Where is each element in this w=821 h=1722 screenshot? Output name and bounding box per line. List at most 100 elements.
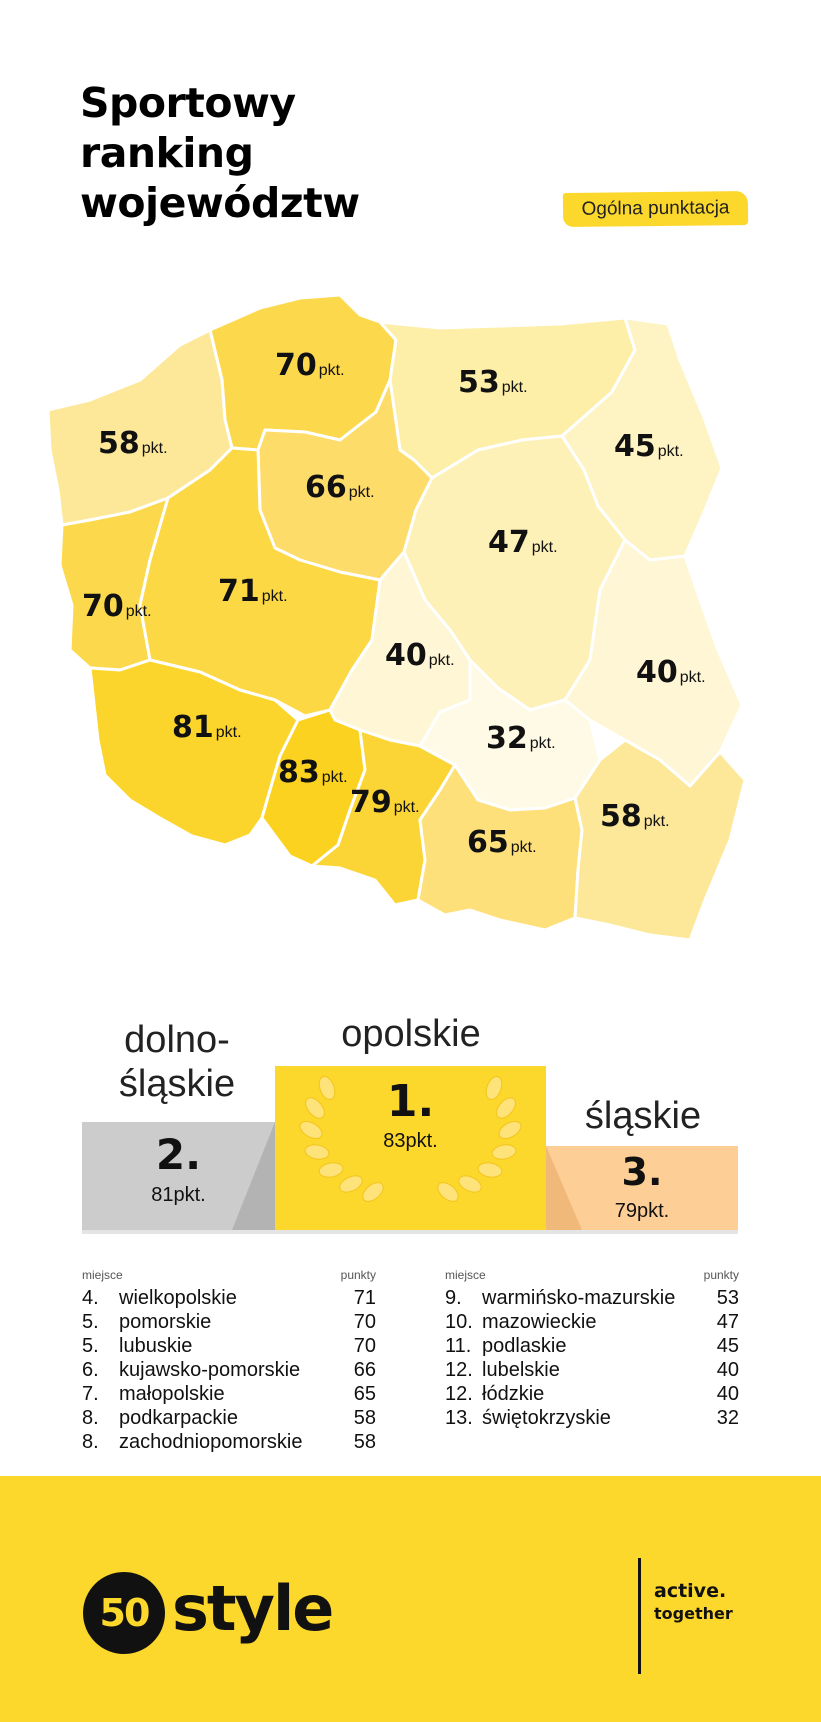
podium-first-name: opolskie	[341, 1013, 481, 1055]
map-label-points: 83	[278, 755, 320, 790]
list-item-points: 58	[353, 1431, 376, 1453]
map-label-unit: pkt.	[502, 379, 528, 396]
list-item-name: lubelskie	[482, 1359, 560, 1381]
list-item: 5. lubuskie 70	[82, 1334, 376, 1358]
podium-third-shadow	[546, 1146, 582, 1230]
map-label-points: 40	[636, 655, 678, 690]
list-item-name: zachodniopomorskie	[119, 1431, 303, 1453]
list-item: 12. łódzkie 40	[445, 1382, 739, 1406]
map-label-points: 45	[614, 429, 656, 464]
list-item-place: 6.	[82, 1359, 99, 1381]
map-label-slaskie: 79 pkt.	[350, 785, 420, 820]
list-item-points: 47	[716, 1311, 739, 1333]
map-label-lubelskie: 40 pkt.	[636, 655, 706, 690]
list-item-points: 65	[353, 1383, 376, 1405]
list-item: 4. wielkopolskie 71	[82, 1286, 376, 1310]
list-item-place: 9.	[445, 1287, 462, 1309]
list-item-name: warmińsko-mazurskie	[482, 1287, 676, 1309]
col-place-label: miejsce	[82, 1268, 123, 1282]
map-label-unit: pkt.	[532, 539, 558, 556]
col-points-label: punkty	[703, 1268, 739, 1282]
ranking-list-header: miejsce punkty	[445, 1268, 739, 1286]
list-item-points: 32	[716, 1407, 739, 1429]
map-label-unit: pkt.	[644, 813, 670, 830]
map-label-points: 71	[218, 574, 260, 609]
list-item-place: 12.	[445, 1359, 473, 1381]
list-item-place: 8.	[82, 1407, 99, 1429]
list-item-points: 45	[716, 1335, 739, 1357]
list-item-name: świętokrzyskie	[482, 1407, 611, 1429]
list-item-place: 5.	[82, 1311, 99, 1333]
map-label-pomorskie: 70 pkt.	[275, 348, 345, 383]
list-item-name: małopolskie	[119, 1383, 225, 1405]
podium-third-rank: 3.	[621, 1150, 663, 1194]
map-label-unit: pkt.	[658, 443, 684, 460]
title-line-1: Sportowy	[80, 79, 296, 127]
map-label-wielkopolskie: 71 pkt.	[218, 574, 288, 609]
list-item-points: 40	[716, 1383, 739, 1405]
list-item-name: podkarpackie	[119, 1407, 238, 1429]
ranking-list-header: miejsce punkty	[82, 1268, 376, 1286]
podium-second-name: dolno- śląskie	[118, 1019, 236, 1105]
map-label-unit: pkt.	[429, 652, 455, 669]
list-item-points: 70	[353, 1335, 376, 1357]
podium-third-block: 3. 79pkt.	[546, 1146, 738, 1230]
list-item-name: lubuskie	[119, 1335, 193, 1357]
map-label-points: 70	[82, 589, 124, 624]
map-label-swietokrzyskie: 32 pkt.	[486, 721, 556, 756]
laurel-wreath-icon	[299, 1075, 522, 1202]
col-place-label: miejsce	[445, 1268, 486, 1282]
map-label-unit: pkt.	[319, 362, 345, 379]
footer-banner: 50 style active. together	[0, 1476, 821, 1722]
map-label-points: 40	[385, 638, 427, 673]
list-item-points: 71	[353, 1287, 376, 1309]
list-item-place: 10.	[445, 1311, 473, 1333]
logo-50-icon: 50	[83, 1572, 165, 1654]
title-line-2: ranking	[80, 129, 254, 177]
list-item: 5. pomorskie 70	[82, 1310, 376, 1334]
map-label-points: 58	[600, 799, 642, 834]
map-label-points: 53	[458, 365, 500, 400]
list-item-place: 12.	[445, 1383, 473, 1405]
tagline-together: together	[654, 1604, 733, 1623]
map-label-points: 70	[275, 348, 317, 383]
list-item-place: 5.	[82, 1335, 99, 1357]
list-item-place: 11.	[445, 1335, 472, 1357]
podium-second-shadow	[232, 1122, 275, 1230]
list-item-name: kujawsko-pomorskie	[119, 1359, 301, 1381]
map-label-unit: pkt.	[349, 484, 375, 501]
map-label-opolskie: 83 pkt.	[278, 755, 348, 790]
list-item-points: 58	[353, 1407, 376, 1429]
list-item-place: 7.	[82, 1383, 99, 1405]
map-label-unit: pkt.	[530, 735, 556, 752]
map-label-points: 58	[98, 426, 140, 461]
map-label-unit: pkt.	[142, 440, 168, 457]
map-label-dolnoslaskie: 81 pkt.	[172, 710, 242, 745]
list-item-name: wielkopolskie	[119, 1287, 237, 1309]
list-item-place: 4.	[82, 1287, 99, 1309]
map-label-points: 65	[467, 825, 509, 860]
page-title: Sportowy ranking województw	[80, 78, 360, 228]
logo-wordmark: style	[172, 1572, 334, 1645]
list-item: 13. świętokrzyskie 32	[445, 1406, 739, 1430]
map-label-unit: pkt.	[511, 839, 537, 856]
map-label-points: 32	[486, 721, 528, 756]
list-item-place: 13.	[445, 1407, 473, 1429]
list-item-name: łódzkie	[482, 1383, 545, 1405]
podium-third-name: śląskie	[584, 1095, 702, 1137]
list-item: 9. warmińsko-mazurskie 53	[445, 1286, 739, 1310]
list-item-name: podlaskie	[482, 1335, 567, 1357]
map-label-lubuskie: 70 pkt.	[82, 589, 152, 624]
list-item-name: pomorskie	[119, 1311, 212, 1333]
map-label-unit: pkt.	[216, 724, 242, 741]
ranking-list-right: miejsce punkty 9. warmińsko-mazurskie 53 10…	[445, 1268, 739, 1430]
podium-floor-shadow	[82, 1230, 738, 1234]
list-item-points: 70	[353, 1311, 376, 1333]
footer-divider	[638, 1558, 641, 1674]
podium-second-rank: 2.	[155, 1130, 202, 1179]
map-label-unit: pkt.	[394, 799, 420, 816]
map-label-mazowieckie: 47 pkt.	[488, 525, 558, 560]
ranking-list-left: miejsce punkty 4. wielkopolskie 71 5. pomors…	[82, 1268, 376, 1454]
list-item-place: 8.	[82, 1431, 99, 1453]
list-item-points: 66	[353, 1359, 376, 1381]
